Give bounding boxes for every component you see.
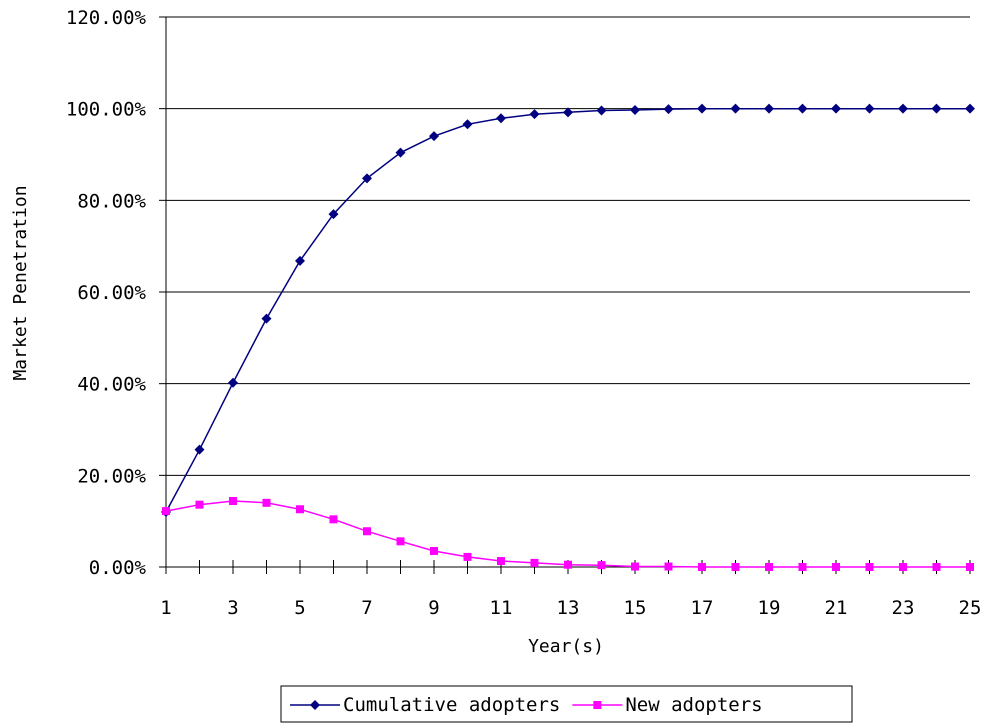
tick-labels: 0.00% 20.00% 40.00% 60.00% 80.00% 100.00% 120.… bbox=[66, 7, 982, 619]
data-point bbox=[697, 103, 707, 114]
x-tick-label: 15 bbox=[624, 597, 647, 619]
data-point bbox=[395, 147, 406, 158]
series-new-adopters bbox=[162, 497, 974, 571]
data-point bbox=[596, 105, 607, 116]
data-point bbox=[564, 560, 572, 569]
x-tick-label: 17 bbox=[691, 597, 714, 619]
data-point bbox=[162, 507, 170, 516]
data-point bbox=[730, 103, 741, 114]
data-point bbox=[530, 558, 539, 567]
data-point bbox=[310, 700, 320, 710]
y-tick-label: 40.00% bbox=[77, 374, 146, 396]
data-point bbox=[462, 119, 473, 130]
data-point bbox=[463, 552, 472, 561]
x-axis-title: Year(s) bbox=[528, 636, 604, 657]
y-tick-label: 0.00% bbox=[89, 557, 147, 579]
x-tick-label: 23 bbox=[892, 597, 915, 619]
data-point bbox=[731, 563, 740, 571]
x-tick-label: 25 bbox=[959, 597, 982, 619]
y-tick-label: 20.00% bbox=[77, 465, 146, 487]
data-point bbox=[899, 563, 907, 571]
data-point bbox=[931, 103, 942, 114]
data-point bbox=[497, 557, 505, 566]
data-point bbox=[295, 255, 305, 266]
series-line bbox=[165, 500, 970, 568]
x-tick-label: 1 bbox=[160, 597, 171, 619]
legend-label: Cumulative adopters bbox=[343, 694, 560, 716]
x-tick-label: 5 bbox=[294, 597, 305, 619]
legend-item: Cumulative adopters bbox=[290, 694, 560, 716]
data-point bbox=[194, 444, 205, 455]
data-point bbox=[228, 377, 238, 388]
data-point bbox=[529, 109, 540, 120]
legend: Cumulative adopters New adopters bbox=[280, 685, 853, 723]
data-point bbox=[965, 103, 975, 114]
gridlines bbox=[166, 16, 970, 476]
data-point bbox=[328, 209, 339, 220]
data-point bbox=[764, 103, 774, 114]
y-tick-label: 80.00% bbox=[77, 190, 146, 212]
data-point bbox=[798, 563, 807, 571]
legend-box bbox=[280, 685, 853, 723]
data-point bbox=[832, 563, 840, 571]
series-cumulative-adopters bbox=[161, 103, 975, 517]
data-point bbox=[362, 173, 372, 184]
data-point bbox=[664, 562, 673, 571]
x-tick-label: 19 bbox=[758, 597, 781, 619]
data-point bbox=[496, 113, 506, 124]
x-tick-label: 21 bbox=[825, 597, 848, 619]
y-tick-label: 60.00% bbox=[77, 282, 146, 304]
data-point bbox=[631, 562, 639, 571]
data-point bbox=[296, 505, 304, 514]
data-point bbox=[597, 561, 606, 570]
data-point bbox=[865, 563, 874, 571]
x-tick-label: 11 bbox=[490, 597, 513, 619]
data-point bbox=[765, 563, 773, 571]
y-axis-title: Market Penetration bbox=[10, 185, 31, 380]
data-point bbox=[261, 313, 272, 324]
legend-label: New adopters bbox=[625, 694, 762, 716]
x-tick-label: 9 bbox=[428, 597, 439, 619]
data-point bbox=[663, 104, 674, 115]
series-layer bbox=[161, 103, 975, 571]
data-point bbox=[363, 527, 371, 536]
data-point bbox=[864, 103, 875, 114]
y-tick-label: 120.00% bbox=[66, 7, 147, 29]
data-point bbox=[195, 500, 204, 509]
data-point bbox=[630, 105, 640, 116]
legend-item: New adopters bbox=[572, 694, 763, 716]
data-point bbox=[429, 131, 439, 142]
data-point bbox=[329, 515, 338, 524]
data-point bbox=[396, 537, 405, 546]
data-point bbox=[593, 701, 602, 709]
data-point bbox=[797, 103, 808, 114]
data-point bbox=[831, 103, 841, 114]
data-point bbox=[966, 563, 974, 571]
x-tick-label: 7 bbox=[361, 597, 372, 619]
data-point bbox=[262, 498, 271, 507]
y-tick-label: 100.00% bbox=[66, 99, 147, 121]
data-point bbox=[932, 563, 941, 571]
data-point bbox=[563, 107, 573, 118]
data-point bbox=[698, 563, 706, 571]
data-point bbox=[229, 497, 237, 505]
series-line bbox=[165, 107, 970, 513]
x-tick-label: 3 bbox=[227, 597, 238, 619]
x-tick-label: 13 bbox=[557, 597, 580, 619]
data-point bbox=[898, 103, 908, 114]
data-point bbox=[430, 546, 438, 555]
